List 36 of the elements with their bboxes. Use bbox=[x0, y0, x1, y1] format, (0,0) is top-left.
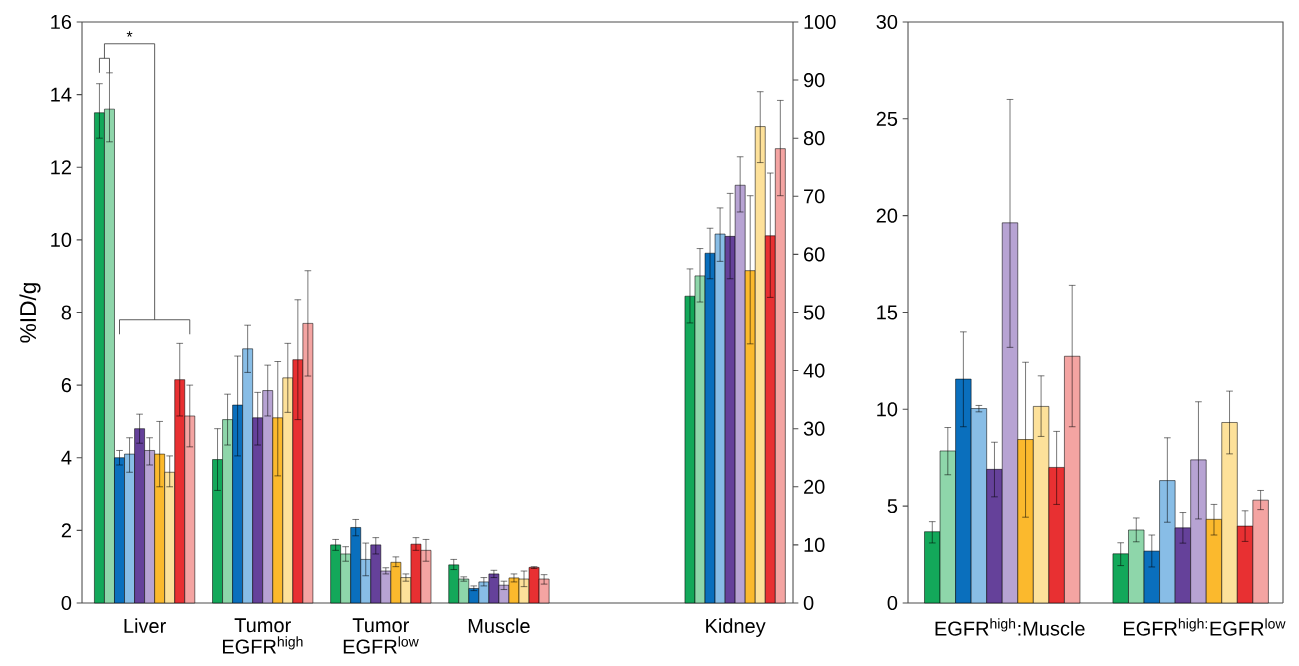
y2-tick-label: 0 bbox=[803, 595, 814, 611]
y2-tick-label: 50 bbox=[803, 305, 825, 320]
x-tick-label: Kidney bbox=[706, 618, 766, 637]
y2-tick-label: 100 bbox=[804, 14, 836, 30]
x-tick-label: Tumor EGFR$^{high}$ bbox=[223, 618, 303, 654]
y-tick-label: 14 bbox=[51, 87, 72, 102]
y-tick-label: 30 bbox=[876, 14, 898, 30]
y-tick-label: 8 bbox=[61, 305, 72, 320]
annotation: * bbox=[126, 31, 133, 37]
y2-tick-label: 90 bbox=[803, 73, 825, 88]
y2-tick-label: 40 bbox=[803, 363, 825, 378]
y-tick-label: 0 bbox=[887, 595, 898, 611]
y-tick-label: 15 bbox=[877, 305, 898, 320]
y2-tick-label: 20 bbox=[804, 479, 825, 494]
y2-tick-label: 30 bbox=[803, 421, 825, 436]
y-tick-label: 20 bbox=[876, 208, 898, 223]
x-tick-label: Liver bbox=[124, 618, 166, 634]
y-tick-label: 2 bbox=[61, 523, 71, 538]
y-tick-label: 10 bbox=[51, 232, 72, 247]
y-tick-label: 5 bbox=[887, 499, 898, 514]
y-tick-label: 25 bbox=[876, 111, 898, 126]
y-axis-title: %ID/g bbox=[19, 283, 41, 343]
y-tick-label: 4 bbox=[61, 450, 72, 465]
y-tick-label: 10 bbox=[877, 402, 898, 417]
y-tick-label: 0 bbox=[61, 595, 72, 611]
y2-tick-label: 10 bbox=[804, 537, 825, 552]
y-tick-label: 12 bbox=[51, 160, 71, 175]
y2-tick-label: 70 bbox=[804, 189, 825, 204]
x-tick-label: EGFR$^{high}$:Muscle bbox=[935, 618, 1085, 636]
y-tick-label: 16 bbox=[51, 14, 72, 30]
y-tick-label: 6 bbox=[61, 378, 72, 393]
x-tick-label: Muscle bbox=[468, 618, 530, 634]
y2-tick-label: 60 bbox=[804, 247, 825, 262]
x-tick-label: Tumor EGFR$^{low}$ bbox=[343, 618, 419, 654]
x-tick-label: EGFR$^{high:}$EGFR$^{low}$ bbox=[1124, 618, 1286, 636]
y2-tick-label: 80 bbox=[803, 131, 825, 146]
